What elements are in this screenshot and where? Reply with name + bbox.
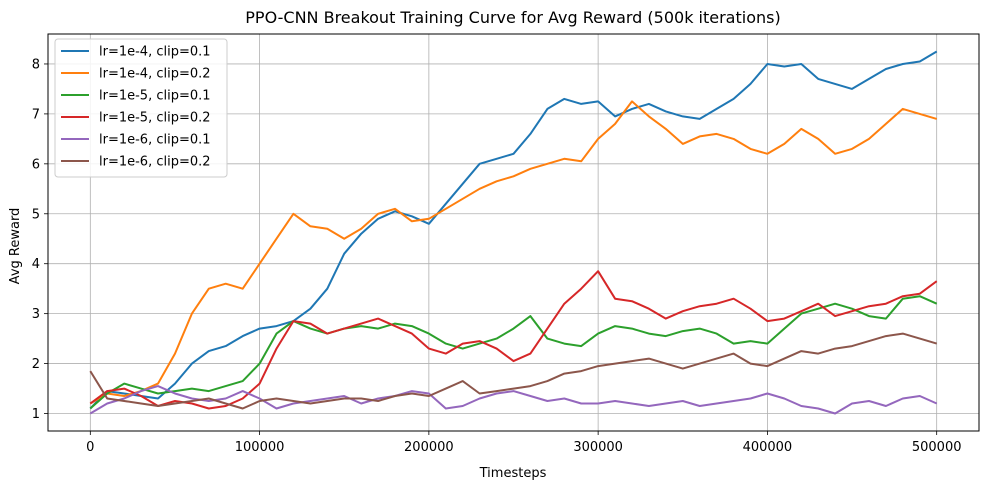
y-tick-label: 2 — [32, 357, 40, 372]
legend-label: lr=1e-4, clip=0.2 — [99, 67, 211, 82]
y-tick-label: 6 — [32, 157, 40, 172]
y-tick-label: 7 — [32, 107, 40, 122]
series-line-1 — [89, 50, 938, 410]
y-tick-label: 5 — [32, 207, 40, 222]
y-tick-label: 8 — [32, 57, 40, 72]
series-line-5 — [89, 385, 938, 415]
legend-label: lr=1e-5, clip=0.1 — [99, 89, 211, 104]
x-tick-label: 200000 — [404, 440, 454, 455]
legend-label: lr=1e-6, clip=0.2 — [99, 155, 211, 170]
series-group — [89, 50, 938, 415]
ticks: 0 100000 200000 300000 400000 500000 1 2 3 4 5 6 7 8 — [32, 57, 962, 455]
x-tick-label: 100000 — [235, 440, 285, 455]
y-tick-label: 3 — [32, 307, 40, 322]
legend-box — [54, 38, 228, 178]
legend: lr=1e-4, clip=0.1 lr=1e-4, clip=0.2 lr=1e-… — [54, 38, 228, 178]
y-tick-label: 4 — [32, 257, 40, 272]
series-line-3 — [89, 295, 938, 410]
series-line-6 — [89, 332, 937, 410]
y-axis-label: Avg Reward — [8, 208, 23, 285]
x-axis-label: Timesteps — [479, 466, 547, 481]
x-tick-label: 500000 — [912, 440, 962, 455]
legend-label: lr=1e-5, clip=0.2 — [99, 111, 211, 126]
x-tick-label: 300000 — [573, 440, 623, 455]
x-tick-label: 0 — [86, 440, 94, 455]
legend-label: lr=1e-6, clip=0.1 — [99, 133, 211, 148]
series-line-4 — [89, 270, 938, 410]
plot-frame — [47, 33, 980, 432]
legend-label: lr=1e-4, clip=0.1 — [99, 45, 211, 60]
series-line-2 — [89, 100, 937, 405]
grid — [48, 34, 979, 431]
chart-title: PPO-CNN Breakout Training Curve for Avg … — [245, 8, 780, 27]
x-tick-label: 400000 — [743, 440, 793, 455]
y-tick-label: 1 — [32, 407, 40, 422]
